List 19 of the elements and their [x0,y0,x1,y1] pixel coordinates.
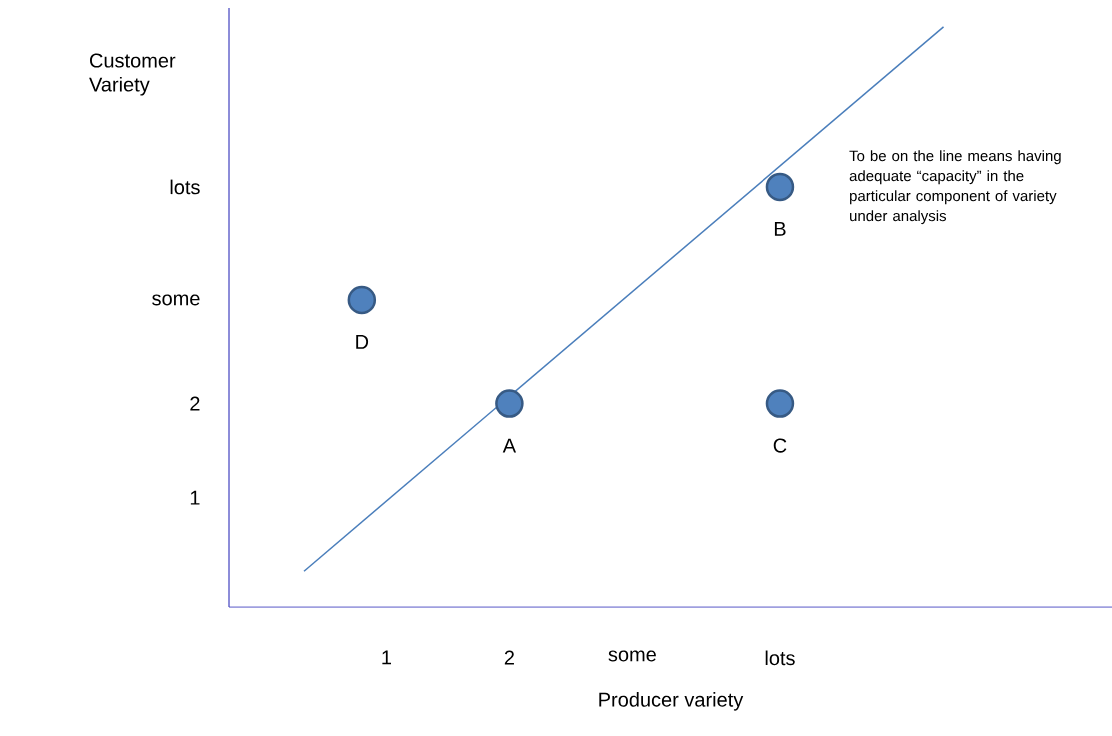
annotation: B [774,222,786,236]
x-tick-label: some [608,650,656,662]
x-tick-label: 2 [504,650,514,665]
y-tick-label: 1 [190,490,200,505]
annotation: To be on the line means having adequate “capacity” in the particular component of variety under analysis [849,150,1061,225]
x-axis-title: Producer variety [599,692,744,711]
y-tick-label: some [152,294,200,306]
point [495,389,524,418]
annotation: A [502,438,517,453]
point [765,389,795,418]
x-tick-label: 1 [382,650,392,665]
y-tick-label: 2 [190,396,200,411]
point [347,285,377,315]
x-tick-label: lots [765,650,795,666]
y-tick-label: lots [170,179,200,195]
annotation: C [773,438,787,453]
y-axis-title: Customer Variety [89,53,176,96]
point [765,172,795,202]
annotation: D [356,335,369,349]
